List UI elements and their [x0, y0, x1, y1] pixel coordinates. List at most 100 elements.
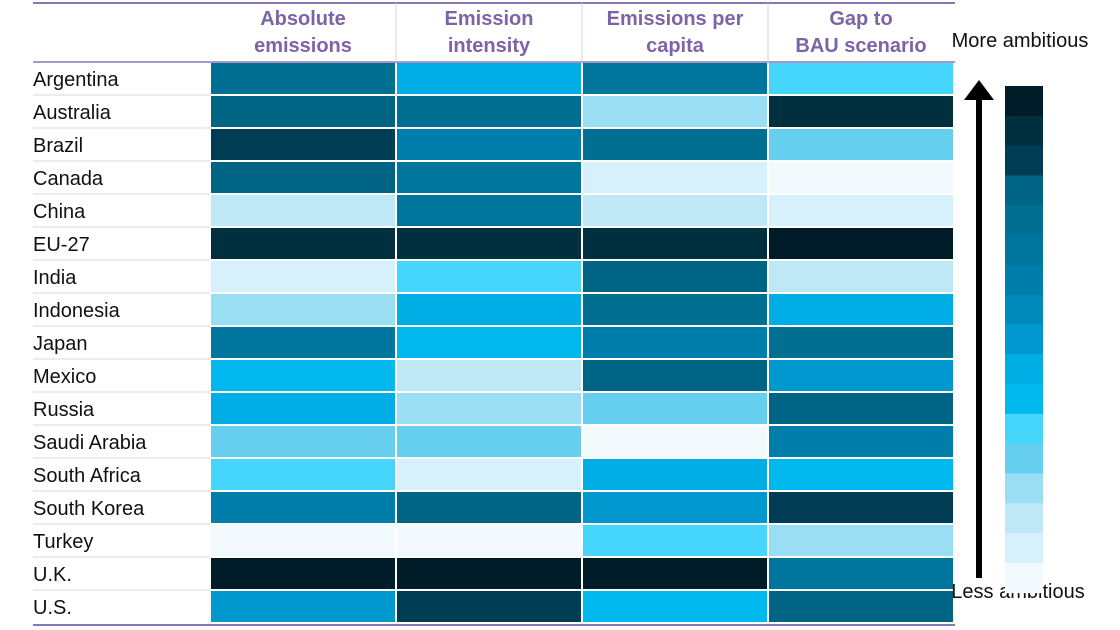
- heatmap-cell: [769, 393, 953, 424]
- heatmap-cell: [211, 459, 395, 490]
- row-label: U.S.: [33, 597, 72, 619]
- heatmap-cell: [769, 195, 953, 226]
- row-label: South Africa: [33, 465, 142, 487]
- heatmap-cell: [583, 162, 767, 193]
- row-label: EU-27: [33, 234, 90, 256]
- row-label: India: [33, 267, 77, 289]
- heatmap-cells: [211, 63, 953, 622]
- legend-swatch: [1005, 533, 1043, 564]
- legend-swatch: [1005, 324, 1043, 355]
- legend-swatch: [1005, 205, 1043, 236]
- heatmap-cell: [211, 195, 395, 226]
- heatmap-cell: [397, 162, 581, 193]
- heatmap-cell: [583, 96, 767, 127]
- heatmap-cell: [769, 96, 953, 127]
- heatmap-cell: [583, 591, 767, 622]
- heatmap-cell: [397, 591, 581, 622]
- heatmap-cell: [769, 63, 953, 94]
- heatmap-cell: [769, 261, 953, 292]
- heatmap-cell: [769, 228, 953, 259]
- row-label: Australia: [33, 102, 112, 124]
- legend-swatch: [1005, 175, 1043, 206]
- heatmap-cell: [397, 129, 581, 160]
- heatmap-cell: [211, 360, 395, 391]
- heatmap-cell: [769, 525, 953, 556]
- heatmap-cell: [769, 162, 953, 193]
- heatmap-cell: [211, 558, 395, 589]
- heatmap-cell: [397, 525, 581, 556]
- heatmap-cell: [211, 426, 395, 457]
- heatmap-cell: [583, 327, 767, 358]
- heatmap-cell: [397, 426, 581, 457]
- heatmap-cell: [397, 393, 581, 424]
- heatmap-cell: [397, 294, 581, 325]
- legend-arrow-head: [964, 80, 994, 100]
- heatmap-cell: [211, 591, 395, 622]
- heatmap-cell: [397, 195, 581, 226]
- heatmap-cell: [397, 228, 581, 259]
- heatmap-cell: [211, 261, 395, 292]
- row-label: Brazil: [33, 135, 83, 157]
- heatmap-cell: [583, 360, 767, 391]
- row-label: Canada: [33, 168, 104, 190]
- column-header-layer: Absolute emissions Emission intensity Emissi…: [254, 8, 926, 57]
- heatmap-cell: [769, 459, 953, 490]
- heatmap-cell: [397, 63, 581, 94]
- row-label: Argentina: [33, 69, 119, 91]
- table-rules: [33, 2, 955, 626]
- legend-swatch: [1005, 294, 1043, 325]
- heatmap-cell: [397, 459, 581, 490]
- heatmap-cell: [211, 129, 395, 160]
- row-label: Turkey: [33, 531, 93, 553]
- heatmap-cell: [211, 327, 395, 358]
- heatmap-cell: [211, 492, 395, 523]
- row-label: Japan: [33, 333, 88, 355]
- legend-swatch: [1005, 503, 1043, 534]
- column-header: Emission intensity: [445, 8, 534, 57]
- heatmap-cell: [397, 360, 581, 391]
- row-label: Mexico: [33, 366, 96, 388]
- heatmap-cell: [211, 228, 395, 259]
- heatmap-cell: [583, 63, 767, 94]
- heatmap-cell: [769, 591, 953, 622]
- row-label: U.K.: [33, 564, 72, 586]
- legend-swatch: [1005, 86, 1043, 117]
- legend-swatch: [1005, 354, 1043, 385]
- column-header: Absolute emissions: [254, 8, 352, 57]
- heatmap-cell: [583, 492, 767, 523]
- heatmap-cell: [211, 63, 395, 94]
- heatmap-cell: [397, 492, 581, 523]
- legend-swatch: [1005, 473, 1043, 504]
- legend-swatch: [1005, 384, 1043, 415]
- row-label: Saudi Arabia: [33, 432, 147, 454]
- heatmap-cell: [769, 294, 953, 325]
- heatmap-cell: [769, 558, 953, 589]
- heatmap-cell: [211, 525, 395, 556]
- heatmap-cell: [583, 294, 767, 325]
- legend-swatch: [1005, 413, 1043, 445]
- heatmap-cell: [211, 162, 395, 193]
- heatmap-cell: [583, 558, 767, 589]
- legend-swatch: [1005, 562, 1043, 594]
- legend-top-label: More ambitious: [952, 30, 1089, 52]
- legend-swatch: [1005, 115, 1043, 147]
- color-legend: More ambitious Less ambitious: [951, 30, 1088, 603]
- heatmap-cell: [583, 261, 767, 292]
- row-label: China: [33, 201, 86, 223]
- heatmap-cell: [583, 525, 767, 556]
- heatmap-cell: [211, 393, 395, 424]
- row-label: Indonesia: [33, 300, 121, 322]
- heatmap-cell: [583, 393, 767, 424]
- column-header: Gap to BAU scenario: [795, 8, 926, 57]
- heatmap-cell: [769, 360, 953, 391]
- heatmap-cell: [769, 129, 953, 160]
- legend-swatch: [1005, 235, 1043, 266]
- heatmap-cell: [397, 327, 581, 358]
- heatmap-cell: [583, 195, 767, 226]
- legend-swatch: [1005, 264, 1043, 296]
- heatmap-cell: [397, 558, 581, 589]
- heatmap-cell: [397, 96, 581, 127]
- column-header: Emissions per capita: [607, 8, 744, 57]
- legend-swatch: [1005, 443, 1043, 474]
